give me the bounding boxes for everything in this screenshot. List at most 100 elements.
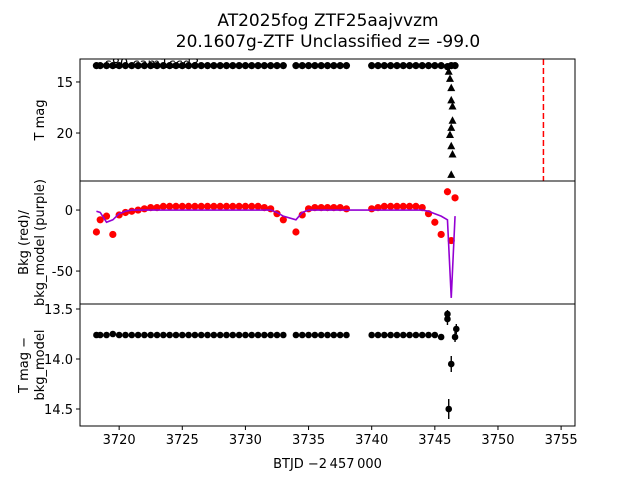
- data-point: [451, 62, 459, 70]
- data-point: [254, 62, 262, 70]
- data-point: [210, 62, 218, 70]
- data-point: [304, 62, 313, 70]
- data-point: [229, 62, 237, 70]
- data-point: [292, 62, 300, 70]
- data-point: [425, 331, 432, 339]
- data-point: [380, 62, 388, 70]
- data-point: [172, 202, 180, 210]
- data-point: [273, 62, 281, 70]
- data-point: [121, 62, 130, 70]
- data-point: [235, 202, 243, 210]
- data-point: [387, 202, 395, 210]
- x-tick-label: 3730: [229, 433, 262, 448]
- data-point: [229, 202, 237, 210]
- data-point: [222, 202, 231, 210]
- data-point: [160, 331, 167, 339]
- chart-title: AT2025fog ZTF25aajvvzm: [217, 11, 438, 31]
- data-point: [102, 62, 111, 70]
- data-point: [418, 62, 426, 70]
- data-point: [374, 62, 382, 70]
- y-tick-label: 0: [65, 204, 73, 219]
- data-point: [336, 62, 344, 70]
- axes-frame: [79, 303, 576, 427]
- data-point: [223, 331, 230, 339]
- data-point: [203, 62, 212, 70]
- data-point: [399, 202, 407, 210]
- data-point: [424, 62, 433, 70]
- data-point: [298, 331, 306, 339]
- x-tick-label: 3750: [481, 433, 514, 448]
- upper-limit-marker: [445, 74, 454, 82]
- data-point: [406, 331, 413, 339]
- data-point: [96, 216, 104, 224]
- data-point: [380, 202, 388, 210]
- upper-limit-marker: [448, 149, 457, 158]
- data-point: [109, 62, 117, 70]
- data-point: [447, 360, 455, 368]
- data-point: [444, 310, 451, 318]
- y-tick-label: 13.5: [44, 303, 73, 318]
- data-point: [197, 331, 205, 339]
- data-point: [273, 331, 281, 339]
- data-point: [443, 188, 452, 196]
- data-point: [159, 202, 167, 210]
- data-point: [343, 331, 350, 339]
- data-point: [431, 218, 439, 226]
- data-point: [280, 331, 287, 339]
- y-axis-label: Bkg (red)/: [17, 210, 32, 275]
- y-axis-label: T mag: [33, 100, 48, 142]
- upper-limit-marker: [447, 170, 456, 178]
- data-point: [399, 331, 407, 339]
- data-point: [336, 331, 344, 339]
- plot-area: [92, 188, 459, 298]
- data-point: [235, 331, 243, 339]
- data-point: [324, 331, 331, 339]
- data-point: [368, 205, 376, 213]
- data-point: [317, 62, 325, 70]
- upper-limit-marker: [447, 141, 456, 150]
- data-point: [267, 62, 275, 70]
- data-point: [254, 202, 262, 210]
- data-point: [122, 331, 129, 339]
- x-tick-label: 3720: [103, 433, 136, 448]
- data-point: [412, 62, 420, 70]
- data-point: [210, 331, 218, 339]
- data-point: [153, 62, 161, 70]
- data-point: [399, 62, 407, 70]
- data-point: [159, 62, 167, 70]
- data-point: [279, 62, 287, 70]
- upper-limit-marker: [444, 67, 453, 75]
- upper-limit-marker: [448, 101, 457, 110]
- y-tick-label: 15: [56, 76, 73, 91]
- data-point: [184, 62, 193, 70]
- data-point: [412, 202, 420, 210]
- data-point: [418, 331, 426, 339]
- data-point: [191, 62, 199, 70]
- data-point: [431, 62, 439, 70]
- y-tick-label: -50: [52, 265, 73, 280]
- data-point: [437, 333, 445, 341]
- data-point: [115, 62, 123, 70]
- data-point: [153, 331, 161, 339]
- data-point: [330, 62, 338, 70]
- data-point: [204, 331, 211, 339]
- data-point: [216, 331, 224, 339]
- data-point: [453, 325, 460, 333]
- data-point: [451, 194, 459, 202]
- data-point: [172, 62, 180, 70]
- data-point: [248, 62, 256, 70]
- data-point: [342, 205, 351, 213]
- x-tick-label: 3740: [355, 433, 388, 448]
- upper-limit-marker: [445, 130, 454, 139]
- data-point: [261, 331, 268, 339]
- data-point: [147, 331, 155, 339]
- data-point: [267, 331, 274, 339]
- data-point: [387, 331, 394, 339]
- data-point: [393, 62, 401, 70]
- data-point: [393, 331, 401, 339]
- upper-limit-marker: [448, 116, 457, 124]
- data-point: [374, 331, 382, 339]
- data-point: [241, 202, 250, 210]
- data-point: [405, 62, 414, 70]
- data-point: [381, 331, 388, 339]
